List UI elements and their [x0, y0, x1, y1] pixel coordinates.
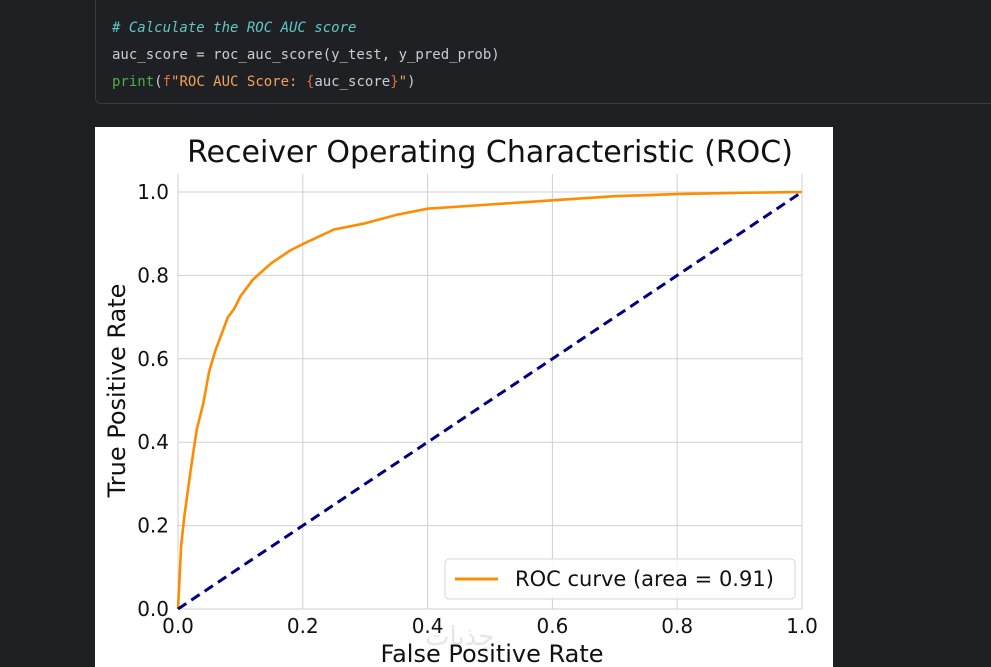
- watermark: جذبات: [425, 622, 495, 652]
- roc-curve-line: [176, 190, 803, 610]
- x-tick-label: 0.0: [162, 614, 194, 638]
- x-tick-label: 0.4: [412, 614, 444, 638]
- code-cell[interactable]: # Calculate the ROC AUC score auc_score …: [95, 0, 991, 104]
- x-tick-label: 0.2: [287, 614, 319, 638]
- x-tick-label: 1.0: [786, 614, 818, 638]
- brace-close: }: [390, 74, 399, 90]
- fstring-end: ": [398, 74, 408, 90]
- y-tick-label: 0.6: [137, 347, 169, 371]
- paren-open: (: [154, 74, 163, 90]
- y-tick-label: 0.0: [137, 597, 169, 621]
- y-axis-label: True Positive Rate: [103, 284, 131, 499]
- y-tick-label: 0.8: [137, 263, 169, 287]
- y-tick-label: 0.4: [137, 430, 169, 454]
- legend-label: ROC curve (area = 0.91): [515, 567, 774, 591]
- fstring-prefix: f: [162, 74, 172, 90]
- legend-box: [444, 558, 796, 600]
- roc-chart-svg: 0.0 0.2 0.4 0.6 0.8 1.0 0.0 0.2 0.4 0.6 0.8 1.0 Rece…: [103, 135, 818, 667]
- roc-chart-figure: 0.0 0.2 0.4 0.6 0.8 1.0 0.0 0.2 0.4 0.6 0.8 1.0 Rece…: [95, 127, 833, 667]
- code-line-auc: auc_score = roc_auc_score(y_test, y_pred…: [112, 47, 500, 63]
- code-comment: # Calculate the ROC AUC score: [112, 20, 357, 36]
- y-tick-label: 0.2: [137, 514, 169, 538]
- y-tick-label: 1.0: [137, 180, 169, 204]
- brace-open: {: [305, 74, 315, 90]
- code-line-print: print(f"ROC AUC Score: {auc_score}"): [112, 74, 416, 90]
- diagonal-reference-line: [177, 190, 803, 611]
- fstring-text: "ROC AUC Score:: [171, 74, 306, 90]
- x-tick-label: 0.6: [536, 614, 568, 638]
- paren-close: ): [407, 74, 416, 90]
- x-axis-label: False Positive Rate: [380, 640, 603, 667]
- print-keyword: print: [112, 74, 155, 90]
- chart-title: Receiver Operating Characteristic (ROC): [187, 135, 793, 170]
- x-tick-label: 0.8: [661, 614, 693, 638]
- fstring-variable: auc_score: [314, 74, 391, 90]
